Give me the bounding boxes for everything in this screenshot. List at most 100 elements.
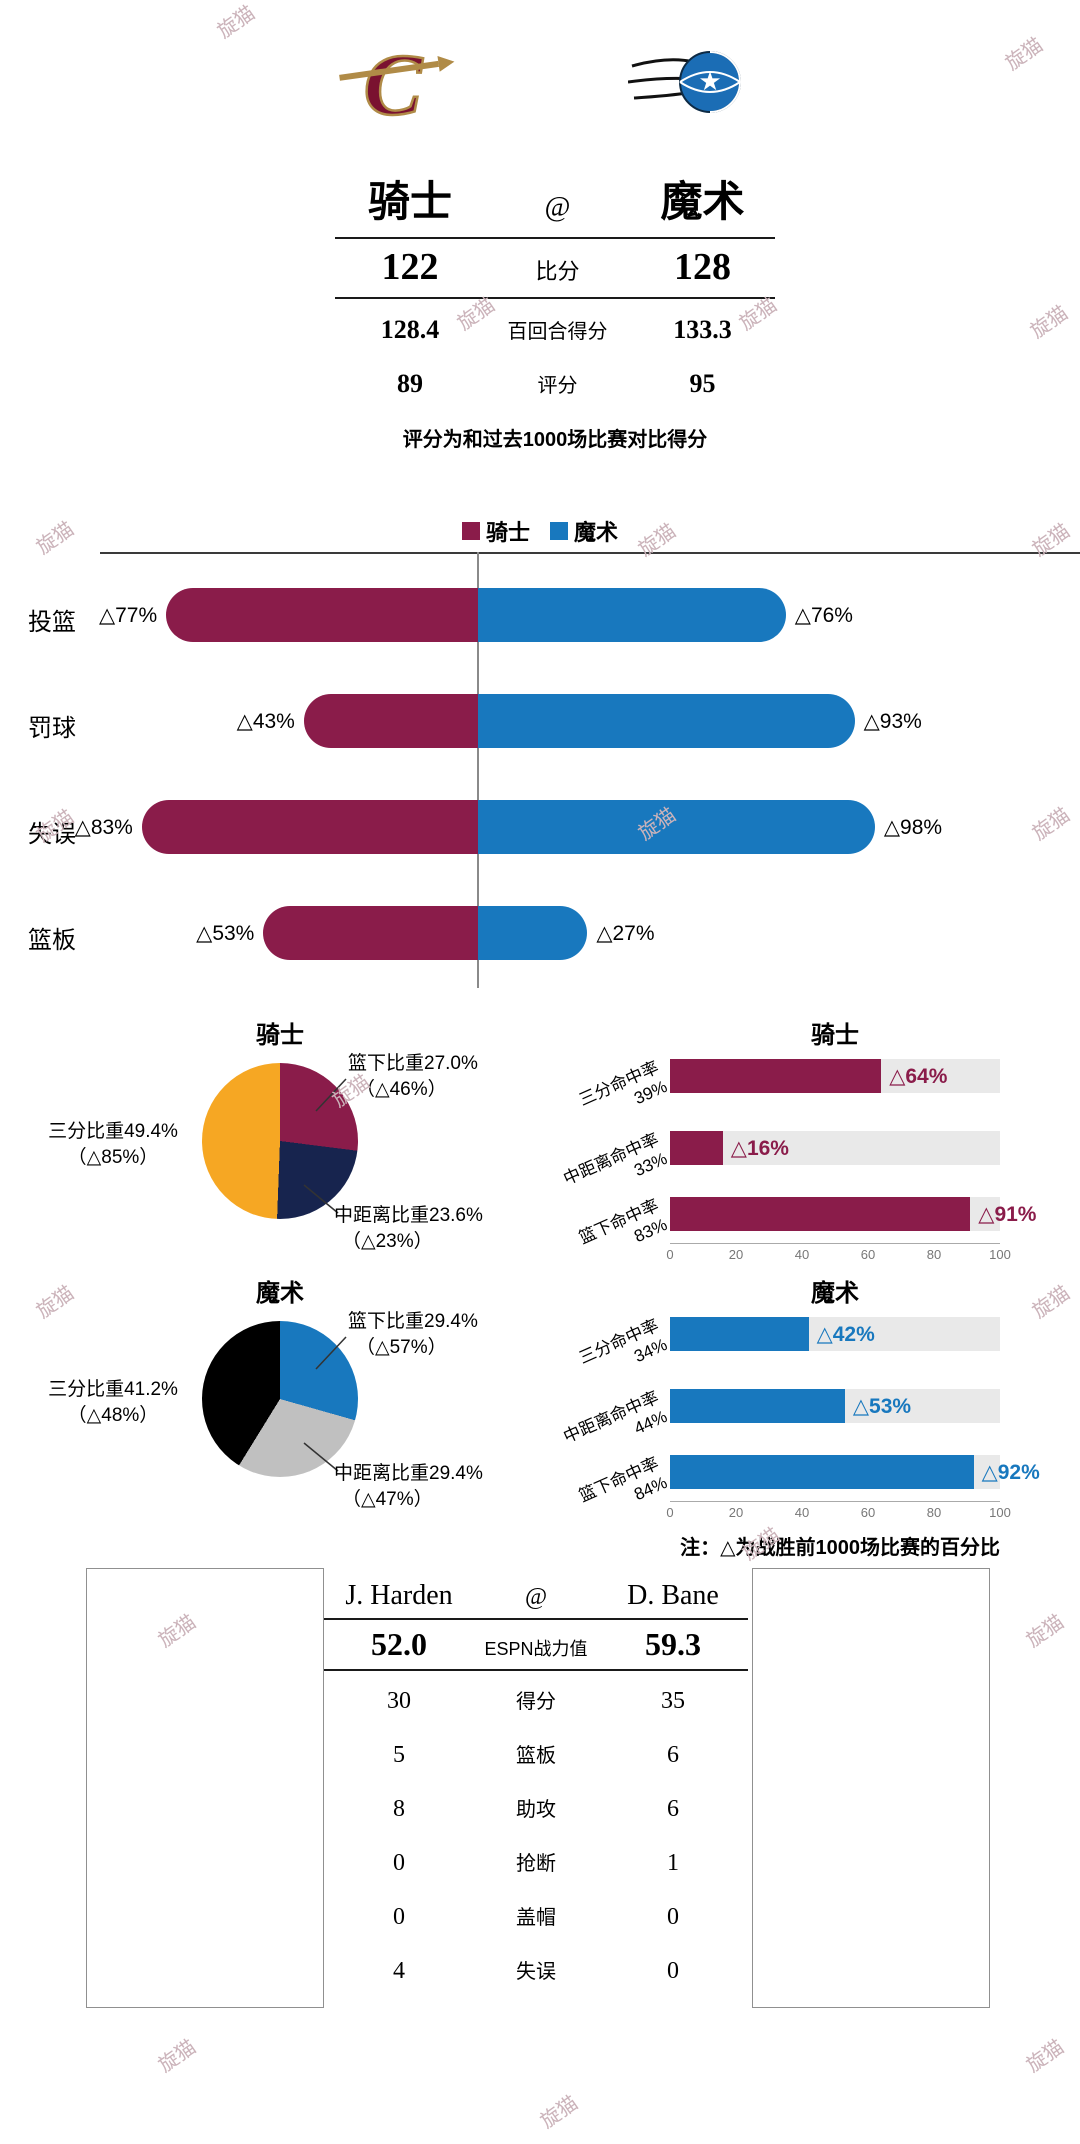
svg-text:C: C [364, 37, 424, 134]
bar-value-label: △53% [852, 1394, 912, 1418]
svg-text:★: ★ [698, 66, 721, 96]
player-names-row: J. Harden @ D. Bane [324, 1560, 748, 1612]
bar-value-label: △64% [889, 1064, 948, 1088]
legend-home-label: 魔术 [574, 520, 619, 545]
away-value-label: △53% [196, 921, 255, 945]
stat-row-steals: 0 抢断 1 [324, 1847, 748, 1901]
x-tick: 40 [794, 1247, 810, 1262]
x-tick: 20 [728, 1505, 744, 1520]
stat-label: 篮板 [516, 1745, 556, 1767]
watermark: 旋猫 [1026, 302, 1073, 344]
chart-center-axis [477, 552, 479, 988]
bar-fill [670, 1197, 971, 1231]
score-label: 比分 [535, 259, 580, 284]
team-logos-row: C ★ [0, 34, 1080, 146]
x-tick: 0 [666, 1247, 674, 1262]
three-fg-bar: △42% [670, 1317, 1000, 1351]
divider-line [335, 297, 775, 299]
away-bar [303, 694, 478, 748]
rating-note: 评分为和过去1000场比赛对比得分 [402, 429, 708, 451]
category-label: 篮板 [28, 927, 76, 954]
x-tick: 80 [926, 1247, 942, 1262]
rim-share-text: 篮下比重27.0% [348, 1053, 478, 1074]
x-tick: 100 [989, 1247, 1011, 1262]
stat-row-rebounds: 5 篮板 6 [324, 1739, 748, 1793]
x-tick: 60 [860, 1505, 876, 1520]
home-fg-chart: 魔术 三分命中率 34% △42% 中距离命中率 44% △53% 篮下命中率 … [520, 1273, 1080, 1531]
three-share-text: 三分比重41.2% [48, 1379, 178, 1400]
bar-fill [670, 1131, 723, 1165]
stat-row-points: 30 得分 35 [324, 1685, 748, 1739]
rim-share-delta: （△57%） [356, 1336, 447, 1358]
bar-fill [670, 1059, 882, 1093]
home-stat-value: 35 [661, 1688, 685, 1714]
team-names-row: 骑士 @ 魔术 [335, 168, 775, 229]
three-fg-bar: △64% [670, 1059, 1000, 1093]
home-value-label: △76% [794, 603, 853, 627]
mid-fg-bar: △16% [670, 1131, 1000, 1165]
pie-title: 魔术 [256, 1280, 304, 1307]
legend-away-label: 骑士 [485, 520, 530, 545]
away-value-label: △43% [236, 709, 295, 733]
rating-label: 评分 [537, 375, 578, 397]
away-rating: 89 [397, 369, 423, 398]
pie-chart [202, 1321, 358, 1477]
x-tick: 80 [926, 1505, 942, 1520]
pie-chart [202, 1063, 358, 1219]
three-share-label: 三分比重49.4% （△85%） [26, 1119, 200, 1170]
home-color-swatch [550, 522, 568, 540]
bar-value-label: △92% [981, 1460, 1040, 1484]
away-player-photo-placeholder [86, 1568, 324, 2008]
three-share-text: 三分比重49.4% [48, 1121, 178, 1142]
player-stat-rows: 30 得分 35 5 篮板 6 8 助攻 6 0 抢断 1 [324, 1685, 748, 2009]
legend-item-away: 骑士 [461, 515, 530, 547]
x-axis: 0 20 40 60 80 100 [666, 1501, 1011, 1521]
away-per100: 128.4 [380, 315, 440, 344]
chart-title: 魔术 [811, 1280, 859, 1307]
rating-row: 89 评分 95 [335, 369, 775, 399]
home-bar [478, 906, 588, 960]
away-stat-value: 4 [393, 1958, 405, 1984]
at-symbol: @ [544, 192, 571, 223]
per100-label: 百回合得分 [507, 321, 608, 343]
away-bar-zone: △43% [0, 694, 478, 748]
bar-fill [670, 1317, 809, 1351]
rim-share-label: 篮下比重29.4% （△57%） [348, 1309, 516, 1360]
away-bar-zone: △83% [0, 800, 478, 854]
home-bar [478, 588, 786, 642]
category-label: 罚球 [28, 715, 76, 742]
away-player-name: J. Harden [345, 1580, 453, 1611]
away-value-label: △77% [98, 603, 158, 627]
three-share-delta: （△48%） [67, 1404, 159, 1426]
bar-value-label: △42% [816, 1322, 875, 1346]
home-bar-zone: △76% [478, 588, 1080, 642]
away-color-swatch [461, 522, 480, 540]
away-bar-zone: △77% [0, 588, 478, 642]
x-tick: 60 [860, 1247, 876, 1262]
x-tick: 40 [794, 1505, 810, 1520]
cavaliers-logo-svg: C [339, 36, 455, 135]
home-stat-value: 0 [667, 1958, 679, 1984]
stat-row-turnovers: 4 失误 0 [324, 1955, 748, 2009]
away-team-name: 骑士 [367, 180, 452, 226]
away-shot-mix-pie: 骑士 篮下比重27.0% （△46%） 三分比重49.4% （△85%） 中距离… [0, 1015, 520, 1273]
chart-title: 骑士 [811, 1022, 859, 1049]
category-label: 失误 [28, 821, 76, 848]
home-team-name: 魔术 [660, 180, 745, 226]
home-bar-zone: △27% [478, 906, 1080, 960]
mid-share-text: 中距离比重23.6% [334, 1205, 483, 1226]
category-label: 投篮 [28, 609, 76, 636]
away-stat-value: 8 [393, 1796, 405, 1822]
x-tick: 100 [989, 1505, 1011, 1520]
home-stat-value: 1 [667, 1850, 679, 1876]
home-score: 128 [674, 246, 731, 288]
legend-item-home: 魔术 [550, 515, 618, 547]
player-comparison-section: J. Harden @ D. Bane 52.0 ESPN战力值 59.3 30… [0, 1560, 1080, 2040]
at-symbol: @ [524, 1584, 548, 1610]
watermark: 旋猫 [536, 2092, 583, 2134]
mid-share-label: 中距离比重23.6% （△23%） [334, 1203, 514, 1254]
magic-logo-svg: ★ [627, 51, 741, 113]
rim-share-label: 篮下比重27.0% （△46%） [348, 1051, 516, 1102]
bar-value-label: △91% [978, 1202, 1037, 1226]
